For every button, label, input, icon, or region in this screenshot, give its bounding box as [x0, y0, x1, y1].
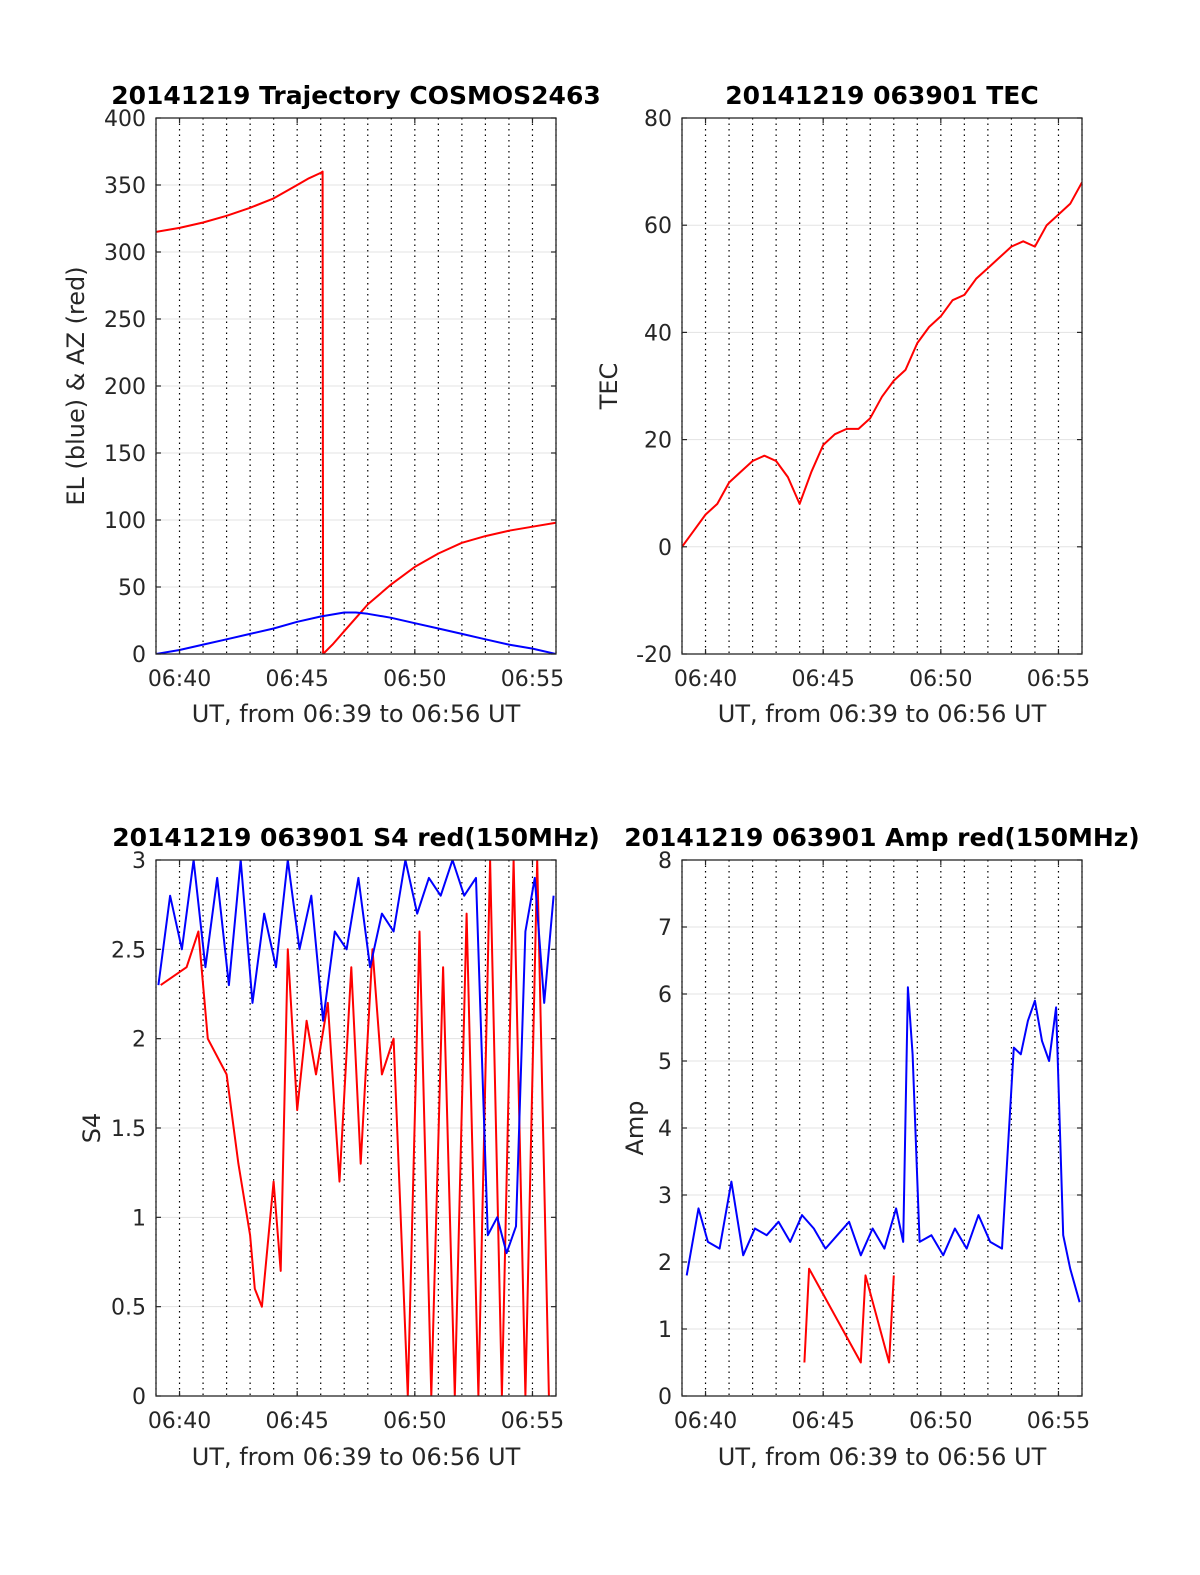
- y-tick-label: 350: [104, 174, 146, 199]
- y-tick-label: 400: [104, 107, 146, 132]
- x-tick-label: 06:55: [501, 1409, 564, 1434]
- series-line-1: [160, 860, 550, 1396]
- y-tick-label: 40: [644, 321, 672, 346]
- y-tick-label: -20: [636, 643, 672, 668]
- y-tick-label: 8: [658, 849, 672, 874]
- series-line-1: [156, 170, 556, 654]
- y-tick-label: 60: [644, 214, 672, 239]
- chart-title: 20141219 063901 TEC: [725, 81, 1038, 110]
- x-axis-label: UT, from 06:39 to 06:56 UT: [192, 1443, 521, 1471]
- y-tick-label: 200: [104, 375, 146, 400]
- x-tick-label: 06:50: [383, 667, 446, 692]
- x-axis-label: UT, from 06:39 to 06:56 UT: [192, 700, 521, 728]
- y-tick-label: 2: [132, 1028, 146, 1053]
- s4-chart: 20141219 063901 S4 red(150MHz) UT, from …: [78, 823, 600, 1471]
- y-tick-label: 50: [118, 576, 146, 601]
- x-axis-label: UT, from 06:39 to 06:56 UT: [718, 700, 1047, 728]
- y-tick-label: 6: [658, 983, 672, 1008]
- x-axis-label: UT, from 06:39 to 06:56 UT: [718, 1443, 1047, 1471]
- x-tick-label: 06:55: [1027, 1409, 1090, 1434]
- y-tick-label: 2.5: [111, 938, 146, 963]
- y-tick-label: 3: [132, 849, 146, 874]
- x-tick-label: 06:40: [674, 667, 737, 692]
- plot-area-frame: [681, 117, 1083, 655]
- y-tick-label: 0: [658, 536, 672, 561]
- y-tick-label: 250: [104, 308, 146, 333]
- y-tick-label: 4: [658, 1117, 672, 1142]
- x-tick-label: 06:45: [791, 667, 854, 692]
- series-line-2: [157, 860, 555, 1255]
- x-tick-label: 06:45: [791, 1409, 854, 1434]
- y-axis-label: TEC: [595, 363, 623, 411]
- y-tick-label: 0: [658, 1385, 672, 1410]
- y-axis-label: Amp: [621, 1100, 649, 1155]
- y-tick-label: 3: [658, 1184, 672, 1209]
- chart-title: 20141219 Trajectory COSMOS2463: [111, 81, 601, 110]
- x-tick-label: 06:40: [148, 667, 211, 692]
- y-tick-label: 1.5: [111, 1117, 146, 1142]
- y-tick-label: 100: [104, 509, 146, 534]
- chart-title: 20141219 063901 Amp red(150MHz): [624, 823, 1140, 852]
- x-tick-label: 06:40: [148, 1409, 211, 1434]
- series-line-1: [682, 181, 1082, 548]
- y-tick-label: 1: [658, 1318, 672, 1343]
- x-tick-label: 06:55: [501, 667, 564, 692]
- x-tick-label: 06:50: [909, 667, 972, 692]
- y-tick-label: 5: [658, 1050, 672, 1075]
- y-tick-label: 80: [644, 107, 672, 132]
- series-line-2: [156, 611, 556, 654]
- x-tick-label: 06:55: [1027, 667, 1090, 692]
- x-tick-label: 06:45: [265, 1409, 328, 1434]
- chart-title: 20141219 063901 S4 red(150MHz): [112, 823, 600, 852]
- y-tick-label: 0: [132, 643, 146, 668]
- y-tick-label: 300: [104, 241, 146, 266]
- trajectory-chart: 20141219 Trajectory COSMOS2463 UT, from …: [62, 81, 601, 728]
- y-tick-label: 2: [658, 1251, 672, 1276]
- y-tick-label: 1: [132, 1206, 146, 1231]
- y-tick-label: 150: [104, 442, 146, 467]
- y-tick-label: 0.5: [111, 1296, 146, 1321]
- y-axis-label: EL (blue) & AZ (red): [62, 266, 90, 505]
- x-tick-label: 06:40: [674, 1409, 737, 1434]
- x-tick-label: 06:50: [383, 1409, 446, 1434]
- x-tick-label: 06:50: [909, 1409, 972, 1434]
- tec-chart: 20141219 063901 TEC UT, from 06:39 to 06…: [595, 81, 1090, 728]
- x-tick-label: 06:45: [265, 667, 328, 692]
- y-axis-label: S4: [78, 1113, 106, 1144]
- series-line-2: [685, 986, 1081, 1303]
- y-tick-label: 0: [132, 1385, 146, 1410]
- y-tick-label: 7: [658, 916, 672, 941]
- y-tick-label: 20: [644, 429, 672, 454]
- series-line-1: [803, 1267, 895, 1364]
- amp-chart: 20141219 063901 Amp red(150MHz) UT, from…: [621, 823, 1140, 1471]
